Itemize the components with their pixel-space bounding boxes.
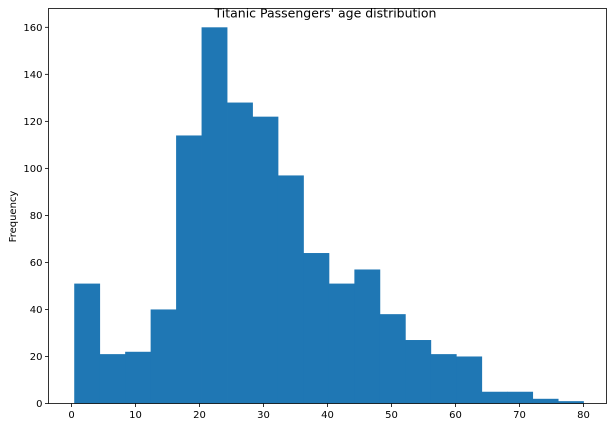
bars-layer bbox=[74, 27, 584, 404]
y-tick-label: 160 bbox=[23, 23, 42, 34]
x-tick-label: 50 bbox=[385, 410, 398, 421]
y-tick-label: 60 bbox=[30, 258, 43, 269]
y-tick-label: 0 bbox=[36, 399, 42, 410]
histogram-bar bbox=[481, 391, 508, 404]
y-tick-label: 120 bbox=[23, 117, 42, 128]
histogram-bar bbox=[74, 283, 101, 404]
x-axis: 0 10 20 30 40 50 60 70 80 bbox=[68, 403, 590, 421]
x-tick-label: 10 bbox=[129, 410, 142, 421]
y-axis: 0 20 40 60 80 100 120 140 160 bbox=[23, 23, 49, 410]
histogram-bar bbox=[227, 102, 253, 404]
histogram-bar bbox=[379, 314, 406, 404]
histogram-bar bbox=[125, 351, 152, 404]
y-axis-label: Frequency bbox=[8, 191, 19, 243]
y-tick-label: 140 bbox=[23, 70, 42, 81]
plot-frame bbox=[48, 8, 607, 404]
histogram-bar bbox=[558, 401, 584, 404]
histogram-bar bbox=[303, 253, 330, 404]
histogram-bar bbox=[176, 135, 202, 404]
histogram-bar bbox=[405, 340, 432, 404]
x-tick-label: 0 bbox=[68, 410, 74, 421]
y-tick-label: 20 bbox=[30, 352, 43, 363]
histogram-bar bbox=[150, 309, 177, 404]
histogram-bar bbox=[99, 354, 126, 404]
x-tick-label: 60 bbox=[449, 410, 462, 421]
histogram-bar bbox=[277, 175, 304, 404]
y-tick-label: 80 bbox=[30, 211, 43, 222]
histogram-bar bbox=[507, 391, 534, 404]
histogram-bar bbox=[430, 354, 457, 404]
x-tick-label: 70 bbox=[513, 410, 526, 421]
x-tick-label: 20 bbox=[193, 410, 206, 421]
y-tick-label: 40 bbox=[30, 305, 43, 316]
histogram-bar bbox=[252, 116, 279, 404]
chart-title: Titanic Passengers' age distribution bbox=[214, 6, 437, 21]
x-tick-label: 40 bbox=[321, 410, 334, 421]
y-tick-label: 100 bbox=[23, 164, 42, 175]
x-tick-label: 80 bbox=[577, 410, 590, 421]
histogram-bar bbox=[201, 27, 228, 404]
histogram-bar bbox=[328, 283, 355, 404]
histogram-bar bbox=[354, 269, 381, 404]
histogram-bar bbox=[532, 398, 559, 404]
x-tick-label: 30 bbox=[257, 410, 270, 421]
histogram-bar bbox=[456, 356, 483, 404]
